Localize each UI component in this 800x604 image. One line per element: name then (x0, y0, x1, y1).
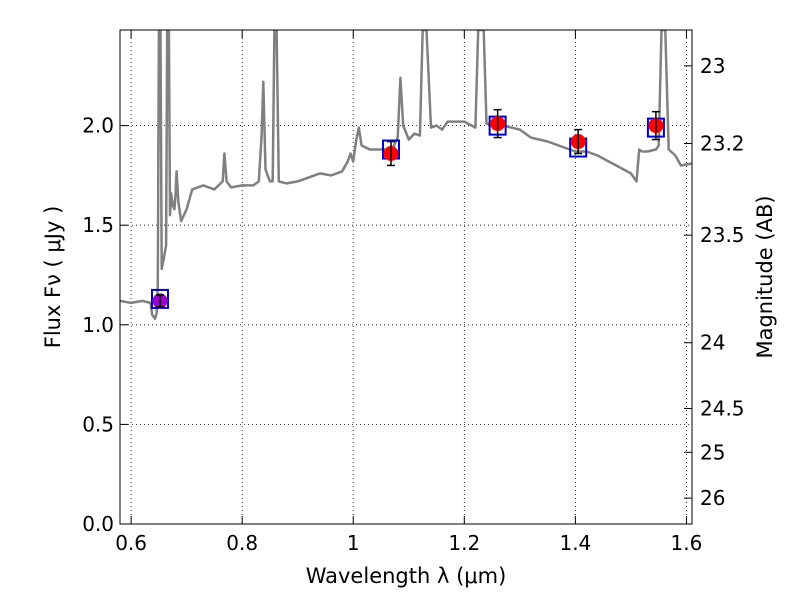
x-tick-label: 0.8 (226, 531, 258, 555)
x-tick-label: 1.6 (671, 531, 703, 555)
x-axis-label: Wavelength λ (μm) (306, 564, 507, 588)
plot-area (120, 30, 692, 524)
right-tick-label: 24 (700, 331, 725, 355)
ticks: 0.6 0.8 1 1.2 1.4 1.6 0.0 0.5 1.0 1.5 2.0 23 23.2 23.… (82, 30, 745, 555)
series-layer (120, 30, 692, 321)
y-tick-label: 1.5 (82, 213, 114, 237)
x-tick-label: 1 (347, 531, 360, 555)
right-tick-label: 23 (700, 54, 725, 78)
y-tick-label: 0.5 (82, 412, 114, 436)
x-tick-label: 0.6 (115, 531, 147, 555)
plot-frame (119, 29, 693, 525)
model-spectrum-line (120, 30, 692, 321)
x-tick-label: 1.4 (559, 531, 591, 555)
right-tick-label: 24.5 (700, 396, 745, 420)
y-axis-right-label: Magnitude (AB) (753, 195, 777, 358)
right-tick-label: 23.2 (700, 132, 745, 156)
x-tick-label: 1.2 (448, 531, 480, 555)
right-tick-label: 26 (700, 486, 725, 510)
y-axis-label: Flux Fν ( μJy ) (41, 206, 65, 349)
y-tick-label: 0.0 (82, 512, 114, 536)
right-tick-label: 25 (700, 440, 725, 464)
right-tick-label: 23.5 (700, 223, 745, 247)
y-tick-label: 1.0 (82, 313, 114, 337)
y-tick-label: 2.0 (82, 114, 114, 138)
